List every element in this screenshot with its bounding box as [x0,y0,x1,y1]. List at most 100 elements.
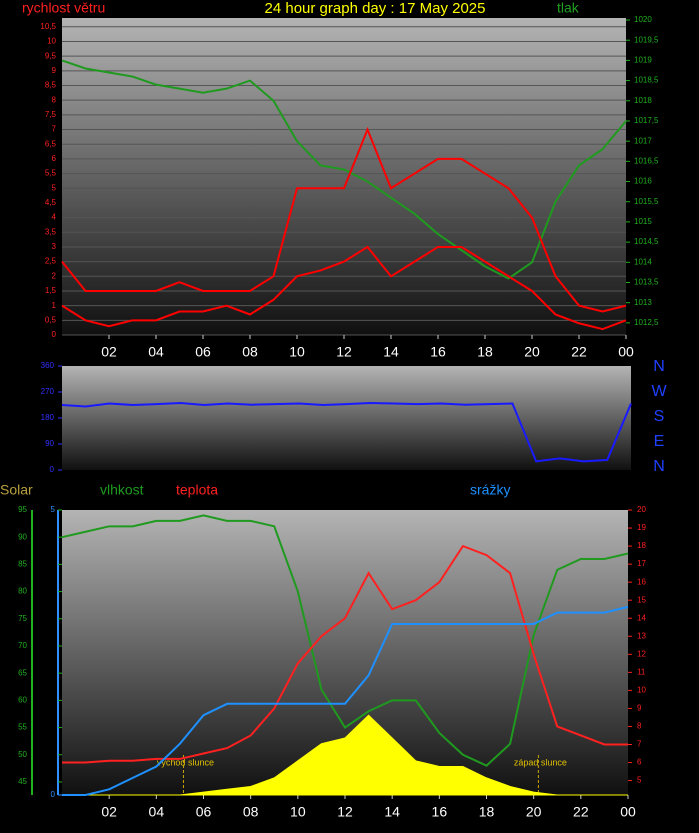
x-tick-label: 08 [243,804,259,820]
line [62,605,629,796]
y3-tick-label: 50 [18,750,27,759]
legend-label: teplota [176,482,218,498]
y2-tick-label: 8 [637,722,642,731]
x-tick-label: 18 [479,804,495,820]
y3-tick-label: 65 [18,668,27,677]
y-tick-label: 6 [52,154,57,163]
y2-tick-label: 11 [637,667,646,676]
y-tick-label: 7 [52,125,57,134]
y-tick-label: 5 [52,183,57,192]
y2-tick-label: 20 [637,505,646,514]
x-tick-label: 12 [336,344,352,360]
y2-tick-label: 17 [637,559,646,568]
y-tick-label: 2,5 [45,257,57,266]
y-tick-label: 90 [45,439,54,448]
y-tick-label: 5 [51,505,56,514]
y-tick-label: 1,5 [45,286,57,295]
y2-tick-label: 1014,5 [634,237,659,246]
y3-tick-label: 55 [18,723,27,732]
y2-tick-label: 1019 [634,56,652,65]
line [61,245,627,331]
x-tick-label: 16 [432,804,448,820]
y-tick-label: 3 [52,242,57,251]
plot-area [62,18,626,335]
y-tick-label: 6,5 [45,139,57,148]
y2-tick-label: 1018 [634,96,652,105]
x-tick-label: 20 [524,344,540,360]
direction-label: N [653,458,665,475]
direction-label: W [651,383,667,400]
y-tick-label: 7,5 [45,110,57,119]
y2-axis-label: tlak [557,0,580,16]
y-tick-label: 3,5 [45,227,57,236]
y2-tick-label: 14 [637,613,646,622]
y3-tick-label: 70 [18,641,27,650]
x-tick-label: 18 [477,344,493,360]
y3-tick-label: 60 [18,695,27,704]
y-tick-label: 4,5 [45,198,57,207]
y-tick-label: 270 [41,387,55,396]
x-tick-label: 04 [149,804,165,820]
y2-tick-label: 10 [637,685,646,694]
y2-tick-label: 1019,5 [634,35,659,44]
y2-tick-label: 12 [637,649,646,658]
y3-tick-label: 80 [18,587,27,596]
y-tick-label: 8 [52,95,57,104]
y-tick-label: 9,5 [45,51,57,60]
direction-label: N [653,358,665,375]
x-tick-label: 00 [620,804,636,820]
line [61,126,627,313]
line [61,59,627,280]
legend-label: Solar [0,482,33,498]
y2-tick-label: 6 [637,758,642,767]
annotation: západ slunce [514,757,567,767]
y3-tick-label: 90 [18,532,27,541]
x-tick-label: 12 [337,804,353,820]
y-tick-label: 0 [50,465,55,474]
y2-tick-label: 19 [637,523,646,532]
y2-tick-label: 7 [637,740,642,749]
x-tick-label: 10 [290,804,306,820]
y2-tick-label: 13 [637,631,646,640]
y2-tick-label: 1016,5 [634,156,659,165]
x-tick-label: 02 [101,804,117,820]
y2-tick-label: 1014 [634,257,652,266]
y3-tick-label: 75 [18,614,27,623]
x-tick-label: 06 [196,804,212,820]
y2-tick-label: 1020 [634,15,652,24]
y2-tick-label: 5 [637,776,642,785]
y2-tick-label: 15 [637,595,646,604]
x-tick-label: 00 [618,344,634,360]
y2-tick-label: 1012,5 [634,318,659,327]
y-tick-label: 10 [47,37,56,46]
direction-label: E [654,433,665,450]
x-tick-label: 10 [289,344,305,360]
line [61,514,629,767]
y2-tick-label: 1018,5 [634,76,659,85]
y2-tick-label: 16 [637,577,646,586]
y2-tick-label: 1013,5 [634,278,659,287]
y2-tick-label: 1015,5 [634,197,659,206]
x-tick-label: 16 [430,344,446,360]
plot-area [62,366,631,470]
line [62,544,628,764]
y2-tick-label: 1013 [634,298,652,307]
legend-label: srážky [470,482,510,498]
area [62,714,628,796]
y3-tick-label: 45 [18,777,27,786]
annotation: východ slunce [157,757,214,767]
x-tick-label: 20 [526,804,542,820]
x-tick-label: 08 [242,344,258,360]
y-axis-label: rychlost větru [22,0,105,16]
y-tick-label: 0,5 [45,315,57,324]
x-tick-label: 02 [101,344,117,360]
y-tick-label: 10,5 [40,22,56,31]
y2-tick-label: 1017,5 [634,116,659,125]
y2-tick-label: 1016 [634,177,652,186]
y2-tick-label: 1017 [634,136,652,145]
y-tick-label: 2 [52,271,57,280]
y-tick-label: 0 [51,790,56,799]
x-tick-label: 14 [384,804,400,820]
y-tick-label: 4 [52,213,57,222]
